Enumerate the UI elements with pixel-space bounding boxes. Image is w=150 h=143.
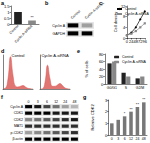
svg-text:12: 12 [120, 3, 126, 9]
svg-text:20: 20 [99, 74, 104, 79]
svg-text:Relative CDK2: Relative CDK2 [90, 104, 95, 131]
svg-text:g: g [83, 94, 86, 100]
svg-text:12: 12 [54, 100, 58, 104]
svg-text:1.5: 1.5 [4, 4, 10, 9]
svg-text:**: ** [30, 15, 34, 20]
svg-text:3: 3 [37, 100, 39, 104]
svg-text:6: 6 [46, 100, 48, 104]
svg-text:b: b [45, 0, 49, 6]
svg-text:**: ** [142, 97, 146, 102]
svg-text:β-actin: β-actin [12, 137, 23, 141]
svg-text:*: * [124, 111, 126, 116]
svg-text:G0/G1: G0/G1 [107, 86, 117, 90]
svg-text:**: ** [129, 107, 133, 112]
svg-text:GAPDH: GAPDH [53, 32, 66, 36]
svg-text:S: S [125, 86, 128, 90]
svg-text:0: 0 [123, 35, 126, 41]
svg-text:**: ** [136, 102, 140, 107]
svg-text:8: 8 [123, 14, 126, 20]
svg-text:Cyclin A-siRNA: Cyclin A-siRNA [84, 1, 105, 20]
svg-text:CDK1: CDK1 [14, 111, 23, 115]
svg-text:Control: Control [122, 55, 134, 59]
svg-text:Control: Control [12, 53, 25, 58]
svg-text:1: 1 [7, 10, 10, 15]
svg-text:MAT1: MAT1 [14, 124, 23, 128]
svg-text:0.5: 0.5 [4, 16, 10, 21]
svg-text:0: 0 [101, 82, 104, 87]
svg-text:0: 0 [28, 100, 30, 104]
svg-text:60: 60 [99, 59, 104, 64]
svg-text:48: 48 [142, 137, 146, 141]
svg-text:Cyclin A-siRNA: Cyclin A-siRNA [125, 12, 149, 16]
svg-text:Control: Control [70, 9, 81, 19]
svg-text:CDK2: CDK2 [14, 118, 23, 122]
svg-text:f: f [1, 94, 3, 100]
svg-text:0: 0 [111, 137, 113, 141]
svg-text:e: e [77, 48, 80, 54]
svg-text:p-CDK2: p-CDK2 [11, 131, 24, 135]
html-text:0 24 48 72: 0 24 48 72 [125, 39, 143, 44]
svg-text:Cyclin A-siRNA: Cyclin A-siRNA [122, 60, 146, 64]
svg-text:24: 24 [135, 137, 139, 141]
svg-text:d: d [1, 48, 4, 54]
svg-text:Cell density: Cell density [113, 12, 118, 33]
svg-text:96: 96 [143, 39, 148, 44]
svg-text:12: 12 [129, 137, 133, 141]
svg-text:40: 40 [99, 67, 104, 72]
svg-text:0: 0 [7, 22, 10, 27]
svg-text:0: 0 [105, 133, 108, 138]
svg-text:48: 48 [72, 100, 76, 104]
svg-text:c: c [99, 0, 102, 6]
svg-text:4: 4 [123, 25, 126, 30]
svg-text:Cyclin A: Cyclin A [10, 105, 23, 109]
svg-text:Control: Control [125, 7, 137, 11]
svg-text:Cyclin A-siRNA: Cyclin A-siRNA [14, 24, 34, 44]
svg-text:6: 6 [124, 137, 126, 141]
svg-text:1: 1 [105, 121, 108, 126]
svg-text:Control: Control [9, 24, 20, 35]
svg-text:Cyclin A-siRNA: Cyclin A-siRNA [41, 53, 68, 58]
svg-text:Cyclin A: Cyclin A [52, 24, 65, 28]
svg-text:24: 24 [63, 100, 67, 104]
svg-text:80: 80 [99, 52, 104, 57]
svg-text:3: 3 [117, 137, 119, 141]
svg-text:% of cells: % of cells [84, 60, 89, 77]
svg-text:G2/M: G2/M [136, 86, 145, 90]
svg-text:2: 2 [105, 109, 108, 114]
svg-text:3: 3 [105, 98, 108, 103]
